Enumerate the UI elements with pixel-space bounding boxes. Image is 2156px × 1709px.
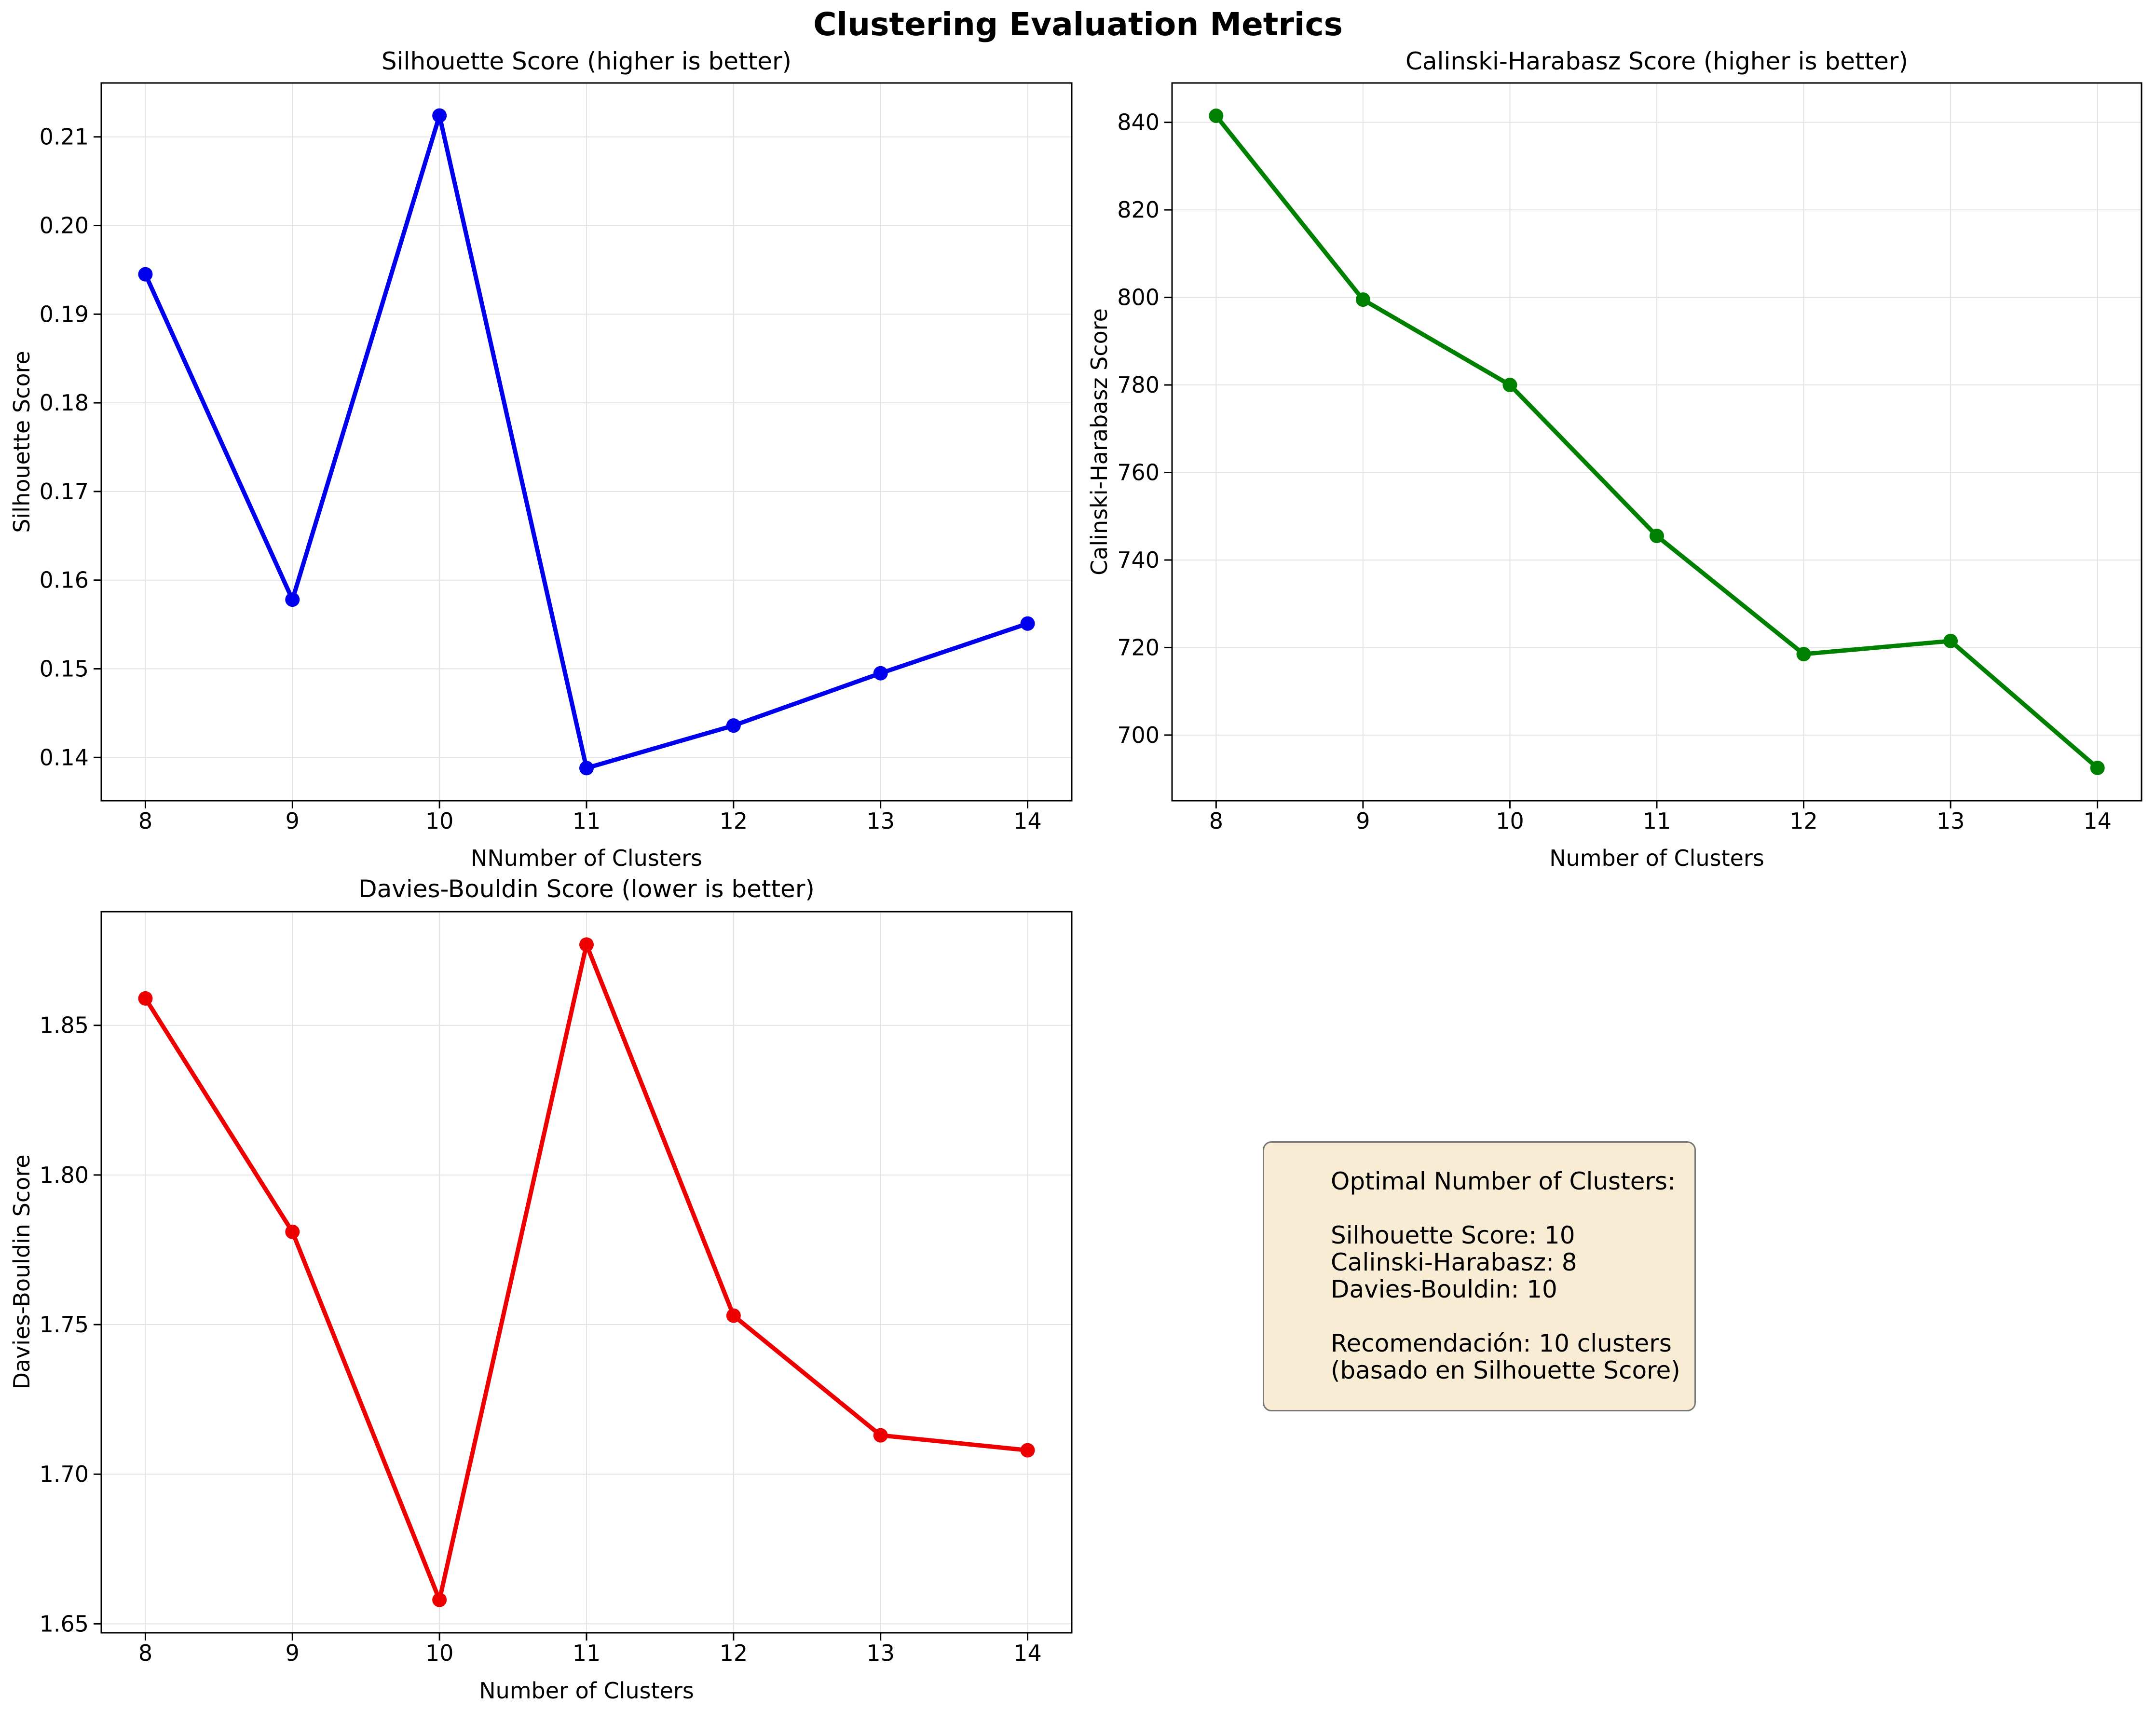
y-tick-label: 1.80 xyxy=(40,1162,89,1188)
x-tick-label: 8 xyxy=(1209,808,1223,834)
data-point-marker xyxy=(579,761,594,776)
data-point-marker xyxy=(432,108,447,123)
data-point-marker xyxy=(1020,616,1035,631)
y-tick-label: 0.14 xyxy=(40,744,89,770)
y-tick-label: 0.19 xyxy=(40,301,89,327)
x-tick-label: 9 xyxy=(1356,808,1370,834)
figure-title: Clustering Evaluation Metrics xyxy=(813,6,1343,43)
x-tick-label: 11 xyxy=(573,808,601,834)
x-tick-label: 11 xyxy=(573,1640,601,1666)
x-tick-label: 14 xyxy=(1013,808,1042,834)
x-tick-label: 12 xyxy=(1789,808,1818,834)
annotation-line xyxy=(1331,1303,1685,1330)
annotation-line: Davies-Bouldin: 10 xyxy=(1331,1275,1557,1303)
annotation-line: Silhouette Score: 10 xyxy=(1331,1221,1575,1249)
y-tick-label: 800 xyxy=(1117,285,1160,311)
x-tick-label: 12 xyxy=(720,1640,748,1666)
x-tick-label: 13 xyxy=(866,808,895,834)
data-point-marker xyxy=(1209,109,1224,123)
annotation-line: (basado en Silhouette Score) xyxy=(1331,1356,1680,1384)
data-point-marker xyxy=(432,1592,447,1607)
davies-ylabel: Davies-Bouldin Score xyxy=(9,1154,35,1390)
y-tick-label: 1.85 xyxy=(40,1012,89,1039)
annotation-line: Optimal Number of Clusters: xyxy=(1331,1167,1676,1195)
y-tick-label: 0.20 xyxy=(40,213,89,239)
x-tick-label: 14 xyxy=(2083,808,2112,834)
axes-frame xyxy=(100,82,1073,802)
silhouette-ylabel: Silhouette Score xyxy=(9,351,35,533)
calinski-ylabel: Calinski-Harabasz Score xyxy=(1086,308,1112,575)
x-tick-label: 14 xyxy=(1013,1640,1042,1666)
data-point-marker xyxy=(285,1224,300,1239)
x-tick-label: 10 xyxy=(425,1640,454,1666)
annotation-box: Optimal Number of Clusters: Silhouette S… xyxy=(1263,1141,1696,1411)
silhouette-xlabel: NNumber of Clusters xyxy=(470,845,702,871)
y-tick-label: 740 xyxy=(1117,547,1160,573)
x-tick-label: 8 xyxy=(138,1640,152,1666)
y-tick-label: 780 xyxy=(1117,372,1160,398)
y-tick-label: 0.21 xyxy=(40,124,89,150)
y-tick-label: 0.16 xyxy=(40,567,89,593)
x-tick-label: 9 xyxy=(286,1640,300,1666)
data-point-marker xyxy=(1650,529,1664,544)
data-point-marker xyxy=(873,666,888,681)
annotation-line xyxy=(1331,1195,1685,1222)
data-point-marker xyxy=(726,1308,741,1323)
axes-frame xyxy=(1171,82,2142,802)
silhouette-title: Silhouette Score (higher is better) xyxy=(381,47,792,75)
y-tick-label: 820 xyxy=(1117,197,1160,223)
y-tick-label: 0.17 xyxy=(40,479,89,505)
data-point-marker xyxy=(579,937,594,952)
y-tick-label: 760 xyxy=(1117,460,1160,486)
y-tick-label: 1.75 xyxy=(40,1312,89,1338)
davies-bouldin-chart: 8 9 10 11 12 13 14 1.65 1.70 1.75 1.80 1.85 xyxy=(40,911,1073,1666)
data-point-marker xyxy=(1502,378,1517,393)
data-point-marker xyxy=(285,592,300,607)
calinski-title: Calinski-Harabasz Score (higher is bette… xyxy=(1405,47,1908,75)
x-tick-label: 13 xyxy=(1937,808,1965,834)
annotation-line: Calinski-Harabasz: 8 xyxy=(1331,1248,1577,1276)
data-point-marker xyxy=(1020,1443,1035,1458)
davies-xlabel: Number of Clusters xyxy=(479,1678,694,1704)
y-tick-label: 840 xyxy=(1117,109,1160,136)
data-point-marker xyxy=(873,1428,888,1443)
x-tick-label: 9 xyxy=(286,808,300,834)
calinski-harabasz-chart: 8 9 10 11 12 13 14 700 720 740 760 780 800 820 840 xyxy=(1117,82,2142,834)
y-tick-label: 1.65 xyxy=(40,1611,89,1637)
x-tick-label: 8 xyxy=(138,808,152,834)
axes-frame xyxy=(100,911,1073,1634)
x-tick-label: 11 xyxy=(1643,808,1671,834)
davies-title: Davies-Bouldin Score (lower is better) xyxy=(358,875,815,903)
x-tick-label: 10 xyxy=(1496,808,1524,834)
data-point-marker xyxy=(138,267,153,282)
silhouette-chart: 8 9 10 11 12 13 14 0.14 0.15 0.16 0.17 0.18 0.19 0.20… xyxy=(40,82,1073,834)
x-tick-label: 13 xyxy=(866,1640,895,1666)
data-point-marker xyxy=(726,718,741,733)
data-point-marker xyxy=(138,991,153,1006)
data-point-marker xyxy=(1355,292,1370,307)
x-tick-label: 12 xyxy=(720,808,748,834)
y-tick-label: 0.18 xyxy=(40,390,89,416)
calinski-xlabel: Number of Clusters xyxy=(1549,845,1764,871)
data-point-marker xyxy=(1943,633,1958,648)
x-tick-label: 10 xyxy=(425,808,454,834)
y-tick-label: 1.70 xyxy=(40,1461,89,1487)
y-tick-label: 0.15 xyxy=(40,656,89,682)
y-tick-label: 700 xyxy=(1117,722,1160,748)
y-tick-label: 720 xyxy=(1117,634,1160,660)
annotation-line: Recomendación: 10 clusters xyxy=(1331,1329,1672,1357)
data-point-marker xyxy=(1796,647,1811,662)
data-point-marker xyxy=(2090,760,2105,775)
